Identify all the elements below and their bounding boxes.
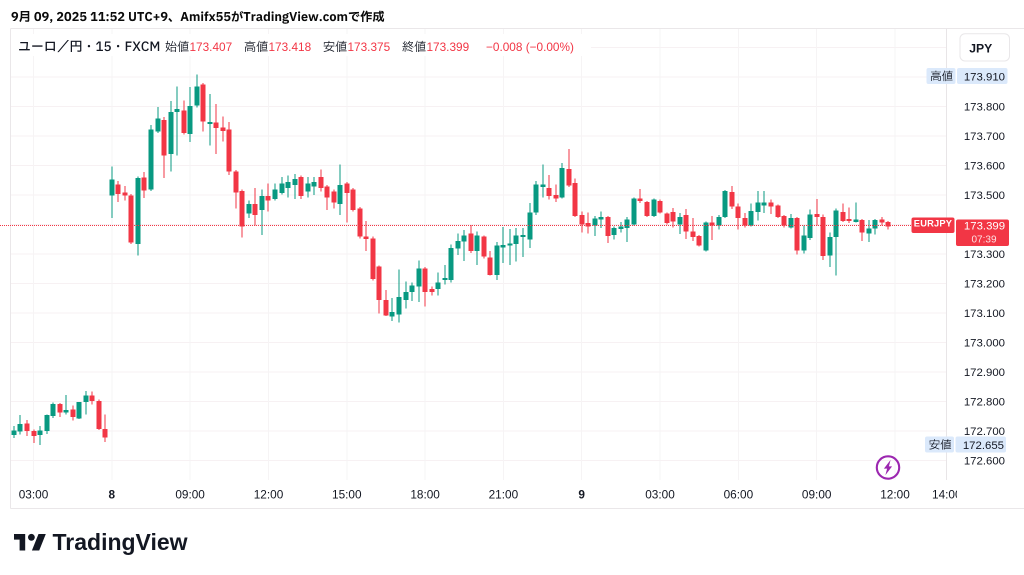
- svg-text:JPY: JPY: [969, 41, 992, 55]
- svg-text:173.399: 173.399: [964, 221, 1005, 233]
- svg-text:173.375: 173.375: [348, 40, 391, 54]
- svg-text:172.900: 172.900: [964, 367, 1005, 379]
- svg-text:172.700: 172.700: [964, 426, 1005, 438]
- svg-text:09:00: 09:00: [802, 488, 832, 502]
- svg-text:172.600: 172.600: [964, 456, 1005, 468]
- svg-text:173.399: 173.399: [427, 40, 470, 54]
- svg-text:TradingView: TradingView: [53, 529, 188, 555]
- svg-text:173.300: 173.300: [964, 249, 1005, 261]
- svg-text:03:00: 03:00: [645, 488, 675, 502]
- svg-text:9: 9: [578, 488, 585, 502]
- svg-text:173.100: 173.100: [964, 308, 1005, 320]
- svg-text:172.655: 172.655: [963, 440, 1004, 452]
- svg-text:09:00: 09:00: [175, 488, 205, 502]
- svg-text:15:00: 15:00: [332, 488, 362, 502]
- svg-text:06:00: 06:00: [724, 488, 754, 502]
- svg-text:172.800: 172.800: [964, 397, 1005, 409]
- svg-text:07:39: 07:39: [971, 235, 996, 246]
- svg-text:21:00: 21:00: [489, 488, 519, 502]
- svg-text:12:00: 12:00: [254, 488, 284, 502]
- svg-text:12:00: 12:00: [880, 488, 910, 502]
- svg-text:173.600: 173.600: [964, 161, 1005, 173]
- svg-text:EURJPY: EURJPY: [914, 219, 953, 229]
- svg-text:173.000: 173.000: [964, 338, 1005, 350]
- svg-text:173.200: 173.200: [964, 279, 1005, 291]
- svg-text:14:00: 14:00: [932, 488, 962, 502]
- svg-text:8: 8: [109, 488, 116, 502]
- svg-text:173.500: 173.500: [964, 190, 1005, 202]
- svg-text:03:00: 03:00: [19, 488, 49, 502]
- svg-text:−0.008 (−0.00%): −0.008 (−0.00%): [486, 40, 574, 54]
- svg-text:173.800: 173.800: [964, 102, 1005, 114]
- svg-text:18:00: 18:00: [410, 488, 440, 502]
- svg-text:173.910: 173.910: [964, 71, 1005, 83]
- svg-text:173.407: 173.407: [190, 40, 233, 54]
- svg-text:173.418: 173.418: [269, 40, 312, 54]
- svg-text:173.700: 173.700: [964, 131, 1005, 143]
